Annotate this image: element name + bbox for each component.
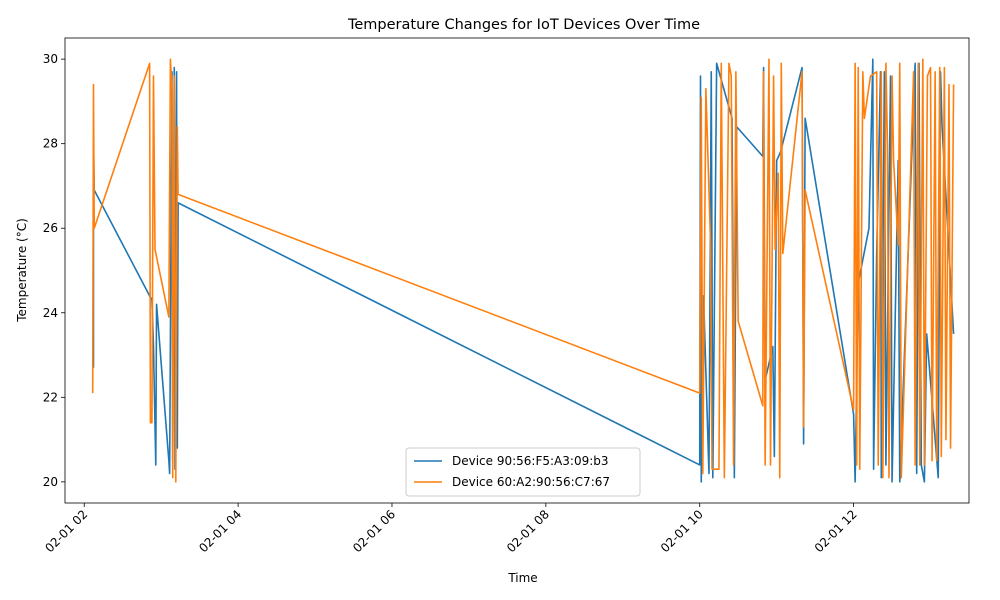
y-tick-label: 26 — [43, 221, 58, 235]
legend-label-series-1: Device 90:56:F5:A3:09:b3 — [452, 454, 609, 468]
y-tick-label: 30 — [43, 52, 58, 66]
y-axis: 20 22 24 26 28 30 — [43, 52, 65, 489]
legend-box — [405, 447, 641, 497]
y-axis-label: Temperature (°C) — [15, 218, 29, 323]
legend: Device 90:56:F5:A3:09:b3 Device 60:A2:90… — [405, 447, 641, 497]
plot-frame — [64, 37, 970, 504]
series-line-2 — [91, 58, 955, 483]
legend-label-series-2: Device 60:A2:90:56:C7:67 — [452, 475, 610, 489]
y-tick-label: 20 — [43, 475, 58, 489]
y-tick-label: 22 — [43, 390, 58, 404]
x-axis-label: Time — [507, 571, 537, 585]
series-group — [91, 58, 955, 483]
y-tick-label: 24 — [43, 306, 58, 320]
y-tick-label: 28 — [43, 137, 58, 151]
chart-title: Temperature Changes for IoT Devices Over… — [347, 17, 700, 33]
